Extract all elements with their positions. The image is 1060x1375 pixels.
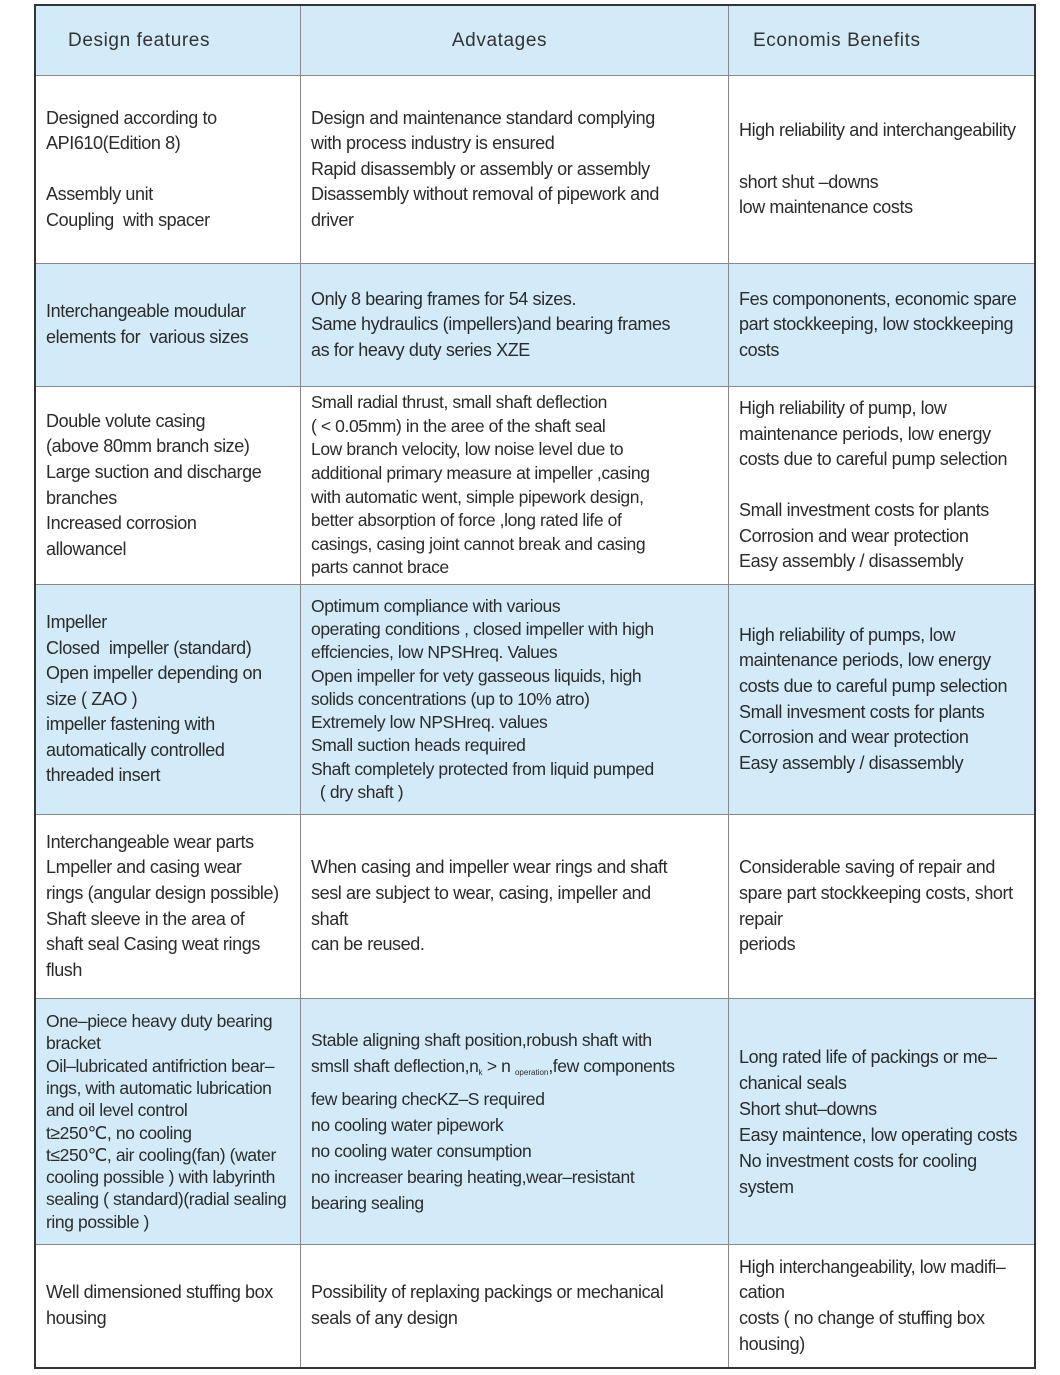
row6-benefits: Long rated life of packings or me– chani… xyxy=(729,999,1034,1245)
header-design-features: Design features xyxy=(36,6,301,76)
row4-benefits: High reliability of pumps, low maintenan… xyxy=(729,585,1034,815)
subscript-operation: operation xyxy=(514,1068,549,1077)
row1-benefits: High reliability and interchangeability … xyxy=(729,76,1034,264)
row1-advantages: Design and maintenance standard complyin… xyxy=(301,76,729,264)
header-advantages: Advatages xyxy=(301,6,729,76)
row4-advantages: Optimum compliance with various operatin… xyxy=(301,585,729,815)
adv-rest: few bearing checKZ–S required no cooling… xyxy=(311,1089,635,1213)
row6-advantages-text: Stable aligning shaft position,robush sh… xyxy=(311,1027,675,1216)
row3-advantages: Small radial thrust, small shaft deflect… xyxy=(301,387,729,585)
adv-line2-c: ,few components xyxy=(548,1056,675,1076)
header-economic-benefits: Economis Benefits xyxy=(729,6,1034,76)
features-table: Design features Advatages Economis Benef… xyxy=(34,4,1036,1369)
subscript-k: k xyxy=(478,1068,483,1077)
row2-benefits: Fes compononents, economic spare part st… xyxy=(729,264,1034,387)
adv-line2-b: > n xyxy=(482,1056,515,1076)
row4-features: Impeller Closed impeller (standard) Open… xyxy=(36,585,301,815)
row7-benefits: High interchangeability, low madifi– cat… xyxy=(739,1256,1006,1354)
row6-features: One–piece heavy duty bearing bracket Oil… xyxy=(36,999,301,1245)
row7-advantages: Possibility of replaxing packings or mec… xyxy=(301,1245,729,1367)
row1-features: Designed according to API610(Edition 8) … xyxy=(36,76,301,264)
row2-features: Interchangeable moudular elements for va… xyxy=(36,264,301,387)
row6-advantages: Stable aligning shaft position,robush sh… xyxy=(301,999,729,1245)
adv-line2: smsll shaft deflection,nk > n operation,… xyxy=(311,1056,675,1077)
row5-advantages: When casing and impeller wear rings and … xyxy=(301,815,729,999)
row3-features: Double volute casing (above 80mm branch … xyxy=(36,387,301,585)
row3-benefits: High reliability of pump, low maintenanc… xyxy=(729,387,1034,585)
row5-benefits: Considerable saving of repair and spare … xyxy=(729,815,1034,999)
row5-features: Interchangeable wear parts Lmpeller and … xyxy=(36,815,301,999)
adv-line2-a: smsll shaft deflection,n xyxy=(311,1056,479,1076)
adv-line1: Stable aligning shaft position,robush sh… xyxy=(311,1030,652,1050)
row7-features: Well dimensioned stuffing box housing xyxy=(36,1245,301,1367)
row2-advantages: Only 8 bearing frames for 54 sizes. Same… xyxy=(301,264,729,387)
